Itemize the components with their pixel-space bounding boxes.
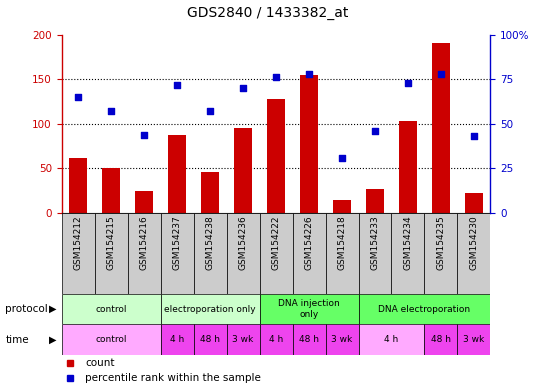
- Point: [107, 108, 115, 114]
- Point: [272, 74, 280, 81]
- Text: electroporation only: electroporation only: [164, 305, 256, 314]
- Text: 3 wk: 3 wk: [463, 335, 485, 344]
- Text: GSM154238: GSM154238: [206, 215, 214, 270]
- Bar: [227, 324, 259, 355]
- Bar: [227, 213, 259, 294]
- Bar: [168, 134, 186, 213]
- Bar: [325, 324, 359, 355]
- Bar: [259, 324, 293, 355]
- Text: percentile rank within the sample: percentile rank within the sample: [85, 372, 261, 383]
- Point: [206, 108, 214, 114]
- Text: count: count: [85, 358, 115, 368]
- Bar: [465, 194, 483, 213]
- Bar: [359, 324, 425, 355]
- Text: protocol: protocol: [5, 304, 48, 314]
- Text: GSM154212: GSM154212: [73, 215, 83, 270]
- Bar: [425, 213, 457, 294]
- Bar: [201, 172, 219, 213]
- Text: 4 h: 4 h: [269, 335, 283, 344]
- Text: GSM154226: GSM154226: [304, 215, 314, 270]
- Point: [437, 71, 445, 77]
- Text: 3 wk: 3 wk: [233, 335, 254, 344]
- Bar: [234, 128, 252, 213]
- Bar: [457, 324, 490, 355]
- Text: ▶: ▶: [49, 335, 56, 345]
- Bar: [457, 213, 490, 294]
- Bar: [161, 213, 193, 294]
- Bar: [62, 324, 161, 355]
- Text: 48 h: 48 h: [431, 335, 451, 344]
- Point: [371, 128, 379, 134]
- Text: 4 h: 4 h: [170, 335, 184, 344]
- Text: GSM154236: GSM154236: [239, 215, 248, 270]
- Text: GSM154237: GSM154237: [173, 215, 182, 270]
- Text: GSM154235: GSM154235: [436, 215, 445, 270]
- Bar: [366, 189, 384, 213]
- Bar: [69, 158, 87, 213]
- Text: control: control: [95, 335, 127, 344]
- Text: GSM154222: GSM154222: [272, 215, 280, 270]
- Text: GSM154218: GSM154218: [338, 215, 346, 270]
- Bar: [293, 213, 325, 294]
- Bar: [293, 324, 325, 355]
- Bar: [161, 294, 259, 324]
- Bar: [161, 324, 193, 355]
- Text: DNA injection
only: DNA injection only: [278, 300, 340, 319]
- Text: 3 wk: 3 wk: [331, 335, 353, 344]
- Text: ▶: ▶: [49, 304, 56, 314]
- Text: DNA electroporation: DNA electroporation: [378, 305, 471, 314]
- Bar: [325, 213, 359, 294]
- Point: [338, 155, 346, 161]
- Bar: [300, 75, 318, 213]
- Bar: [193, 324, 227, 355]
- Text: 48 h: 48 h: [299, 335, 319, 344]
- Point: [404, 80, 412, 86]
- Bar: [432, 43, 450, 213]
- Bar: [391, 213, 425, 294]
- Bar: [193, 213, 227, 294]
- Point: [74, 94, 83, 100]
- Point: [305, 71, 314, 77]
- Text: GSM154234: GSM154234: [404, 215, 413, 270]
- Text: GSM154233: GSM154233: [370, 215, 379, 270]
- Bar: [259, 213, 293, 294]
- Bar: [399, 121, 417, 213]
- Text: GSM154215: GSM154215: [107, 215, 116, 270]
- Point: [173, 81, 181, 88]
- Text: GSM154230: GSM154230: [470, 215, 479, 270]
- Bar: [135, 191, 153, 213]
- Text: GDS2840 / 1433382_at: GDS2840 / 1433382_at: [187, 7, 349, 20]
- Text: GSM154216: GSM154216: [139, 215, 148, 270]
- Point: [140, 131, 148, 137]
- Bar: [359, 294, 490, 324]
- Point: [470, 133, 478, 139]
- Text: 4 h: 4 h: [384, 335, 399, 344]
- Bar: [267, 99, 285, 213]
- Bar: [62, 213, 95, 294]
- Bar: [128, 213, 161, 294]
- Bar: [259, 294, 359, 324]
- Bar: [333, 200, 351, 213]
- Bar: [62, 294, 161, 324]
- Text: control: control: [95, 305, 127, 314]
- Bar: [95, 213, 128, 294]
- Point: [239, 85, 247, 91]
- Bar: [425, 324, 457, 355]
- Text: time: time: [5, 335, 29, 345]
- Bar: [102, 169, 120, 213]
- Text: 48 h: 48 h: [200, 335, 220, 344]
- Bar: [359, 213, 391, 294]
